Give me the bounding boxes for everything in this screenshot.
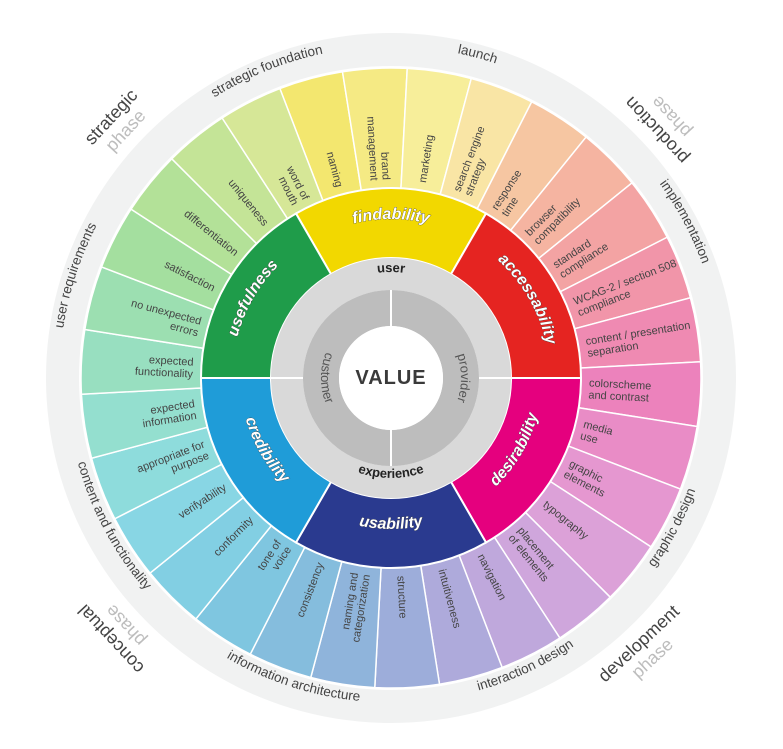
detail-label-line: structure bbox=[394, 575, 408, 618]
detail-label: colorschemeand contrast bbox=[588, 377, 652, 404]
center-label: VALUE bbox=[355, 367, 426, 389]
ux-wheel-diagram: VALUEcustomerprovideruserexperiencefinda… bbox=[0, 0, 783, 749]
ring-label-user: user bbox=[376, 260, 406, 276]
detail-label: structure bbox=[394, 575, 408, 618]
